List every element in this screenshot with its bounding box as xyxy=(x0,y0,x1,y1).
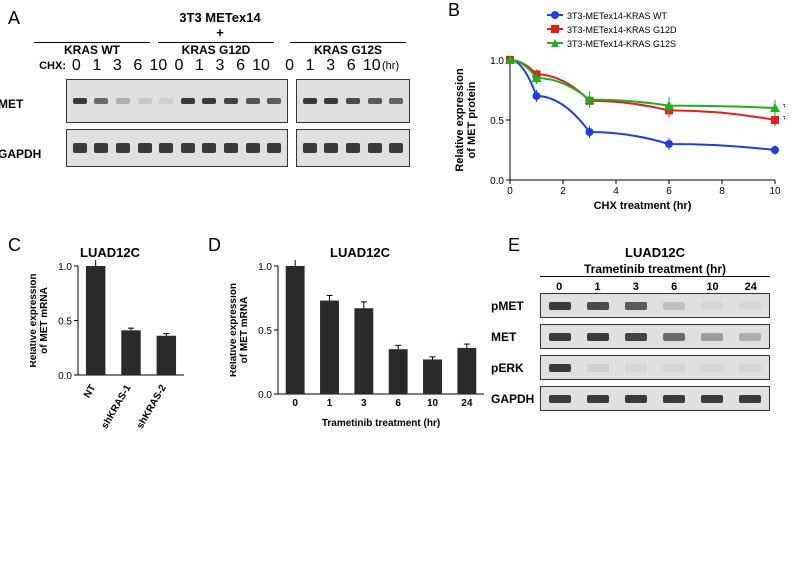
svg-text:10: 10 xyxy=(427,398,439,409)
svg-text:shKRAS-2: shKRAS-2 xyxy=(135,383,169,430)
blot-box-2-gapdh xyxy=(296,129,410,167)
panel-e-label: E xyxy=(508,235,520,256)
time-label: 0 xyxy=(169,57,190,75)
time-label: 1 xyxy=(578,281,616,293)
chx-label: CHX: xyxy=(30,60,66,72)
time-label: 1 xyxy=(87,57,108,75)
panel-c-label: C xyxy=(8,235,21,256)
time-label: 3 xyxy=(210,57,231,75)
svg-text:3: 3 xyxy=(361,398,367,409)
blot-row: GAPDH xyxy=(540,386,770,411)
panel-e-blots: pMET MET pERK GAPDH xyxy=(540,293,770,411)
svg-text:2: 2 xyxy=(560,186,566,197)
svg-text:0.5: 0.5 xyxy=(258,326,272,337)
time-label: 6 xyxy=(230,57,251,75)
svg-text:0.5: 0.5 xyxy=(490,116,504,127)
panel-b: 0.0 0.5 1.0 0 2 4 6 8 10 Relative expressionof ME… xyxy=(455,5,785,215)
kras-g12s-label: KRAS G12S xyxy=(314,43,382,57)
svg-text:Relative expressionof MET mRNA: Relative expressionof MET mRNA xyxy=(30,274,50,368)
line-chart: 0.0 0.5 1.0 0 2 4 6 8 10 Relative expressionof ME… xyxy=(455,5,785,215)
panel-a: 3T3 METex14 + KRAS WT KRAS G12D KRAS G12… xyxy=(30,10,410,210)
panel-a-title: 3T3 METex14 xyxy=(30,10,410,25)
svg-text:0: 0 xyxy=(507,186,513,197)
bar-chart-d: 0.0 0.5 1.0 0 1 3 6 10 24 Relative expressionof M… xyxy=(230,260,490,430)
blot-row: pERK xyxy=(540,355,770,380)
time-label: 10 xyxy=(693,281,731,293)
time-label: 1 xyxy=(189,57,210,75)
svg-text:4: 4 xyxy=(613,186,619,197)
svg-text:Trametinib treatment (hr): Trametinib treatment (hr) xyxy=(322,418,440,429)
time-label: 6 xyxy=(128,57,149,75)
time-label: 10 xyxy=(361,57,382,75)
blot-row: pMET xyxy=(540,293,770,318)
panel-c-title: LUAD12C xyxy=(30,245,190,260)
svg-text:6: 6 xyxy=(666,186,672,197)
time-label: 6 xyxy=(341,57,362,75)
bar-chart-c: 0.0 0.5 1.0 NTshKRAS-1shKRAS-2 Relative expr… xyxy=(30,260,190,430)
svg-text:1.0: 1.0 xyxy=(490,56,504,67)
time-label: 0 xyxy=(540,281,578,293)
hr-label: (hr) xyxy=(382,60,410,72)
panel-a-plus: + xyxy=(30,25,410,40)
gapdh-row-label: GAPDH xyxy=(0,147,41,161)
svg-text:0.0: 0.0 xyxy=(490,176,504,187)
blot-box-2-met xyxy=(296,79,410,123)
svg-text:6: 6 xyxy=(395,398,401,409)
panel-a-times: 013610013610013610 xyxy=(66,57,382,75)
svg-text:0.0: 0.0 xyxy=(58,371,72,382)
time-label: 1 xyxy=(300,57,321,75)
time-label: 0 xyxy=(279,57,300,75)
time-label: 3 xyxy=(617,281,655,293)
blot-row: MET xyxy=(540,324,770,349)
svg-text:1: 1 xyxy=(327,398,333,409)
panel-d: LUAD12C 0.0 0.5 1.0 0 1 3 6 10 24 Relative expres… xyxy=(230,245,490,435)
svg-text:Relative expressionof MET mRNA: Relative expressionof MET mRNA xyxy=(230,283,250,377)
kras-g12d-label: KRAS G12D xyxy=(182,43,251,57)
svg-text:NT: NT xyxy=(82,383,98,400)
blot-box-1-gapdh xyxy=(66,129,288,167)
kras-wt-label: KRAS WT xyxy=(64,43,120,57)
panel-e-times: 01361024 xyxy=(540,281,770,293)
svg-text:shKRAS-1: shKRAS-1 xyxy=(100,383,134,430)
time-label: 10 xyxy=(148,57,169,75)
svg-text:3T3-METex14-KRAS G12S: 3T3-METex14-KRAS G12S xyxy=(567,39,676,49)
row-label: GAPDH xyxy=(491,392,534,406)
row-label: MET xyxy=(491,330,516,344)
time-label: 3 xyxy=(107,57,128,75)
svg-text:1.0: 1.0 xyxy=(58,262,72,273)
panel-e-subtitle: Trametinib treatment (hr) xyxy=(540,262,770,277)
svg-text:3T3-METex14-KRAS WT: 3T3-METex14-KRAS WT xyxy=(567,11,668,21)
svg-text:0: 0 xyxy=(292,398,298,409)
svg-text:1.0: 1.0 xyxy=(258,262,272,273)
svg-text:24: 24 xyxy=(461,398,473,409)
row-label: pMET xyxy=(491,299,524,313)
time-label: 3 xyxy=(320,57,341,75)
panel-d-title: LUAD12C xyxy=(230,245,490,260)
svg-text:0.0: 0.0 xyxy=(258,390,272,401)
time-label: 0 xyxy=(66,57,87,75)
svg-text:CHX treatment (hr): CHX treatment (hr) xyxy=(594,200,692,212)
time-label: 10 xyxy=(251,57,272,75)
blot-box-1-met xyxy=(66,79,288,123)
svg-text:*: * xyxy=(783,99,785,115)
panel-c: LUAD12C 0.0 0.5 1.0 NTshKRAS-1shKRAS-2 Relat… xyxy=(30,245,190,435)
svg-text:8: 8 xyxy=(719,186,725,197)
svg-text:0.5: 0.5 xyxy=(58,317,72,328)
panel-d-label: D xyxy=(208,235,221,256)
time-label: 6 xyxy=(655,281,693,293)
panel-a-label: A xyxy=(8,8,20,29)
panel-e: LUAD12C Trametinib treatment (hr) 013610… xyxy=(540,245,770,455)
svg-text:10: 10 xyxy=(769,186,781,197)
row-label: pERK xyxy=(491,361,524,375)
svg-text:3T3-METex14-KRAS G12D: 3T3-METex14-KRAS G12D xyxy=(567,25,677,35)
panel-e-title: LUAD12C xyxy=(540,245,770,260)
met-row-label: MET xyxy=(0,97,23,111)
time-label: 24 xyxy=(732,281,770,293)
svg-text:Relative expressionof MET prot: Relative expressionof MET protein xyxy=(455,68,478,172)
